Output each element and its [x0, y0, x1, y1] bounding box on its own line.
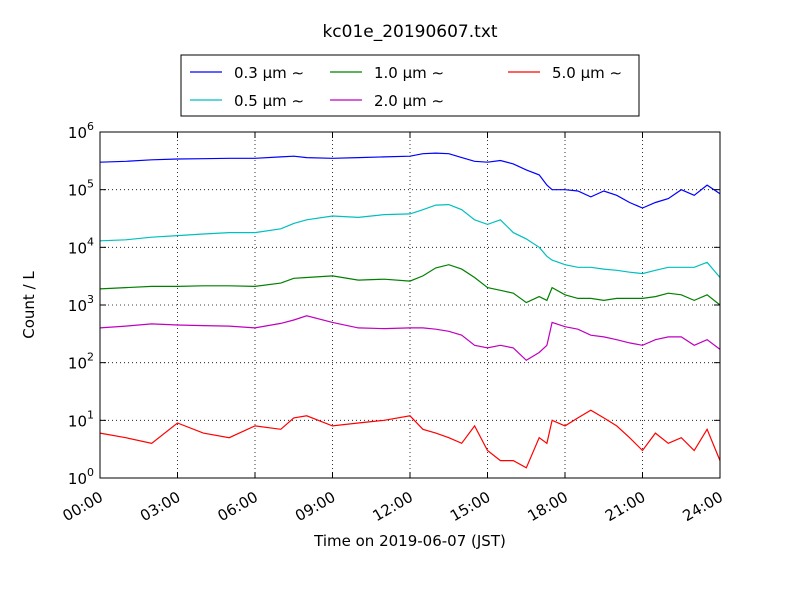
y-axis-label: Count / L [20, 271, 38, 339]
x-tick-label: 00:00 [60, 488, 106, 525]
legend-label-3: 2.0 μm ∼ [374, 92, 444, 110]
legend: 0.3 μm ∼ 0.5 μm ∼ 1.0 μm ∼ 2.0 μm ∼ 5.0 μm ∼ [180, 54, 640, 117]
y-tick-label: 104 [68, 235, 94, 257]
y-axis-ticks: 100 101 102 103 104 105 106 [68, 120, 720, 488]
series-line-3 [99, 315, 721, 362]
y-tick-label: 103 [68, 293, 94, 315]
x-tick-label: 21:00 [602, 488, 648, 525]
x-tick-label: 09:00 [292, 488, 338, 525]
y-tick-label: 105 [68, 178, 94, 200]
series-line-2 [99, 264, 721, 306]
y-tick-label: 106 [68, 120, 94, 142]
series-lines [99, 152, 721, 469]
series-line-1 [99, 203, 721, 278]
chart-title: kc01e_20190607.txt [322, 22, 497, 42]
x-tick-label: 18:00 [525, 488, 571, 525]
grid [100, 132, 720, 478]
legend-label-2: 1.0 μm ∼ [374, 64, 444, 82]
y-tick-label: 100 [68, 466, 94, 488]
x-axis-label: Time on 2019-06-07 (JST) [313, 532, 506, 550]
x-tick-label: 15:00 [447, 488, 493, 525]
x-tick-label: 12:00 [370, 488, 416, 525]
legend-label-4: 5.0 μm ∼ [552, 64, 622, 82]
x-tick-label: 03:00 [137, 488, 183, 525]
x-tick-label: 06:00 [215, 488, 261, 525]
legend-label-0: 0.3 μm ∼ [234, 64, 304, 82]
series-line-0 [99, 152, 721, 209]
legend-frame [180, 54, 640, 117]
y-tick-label: 102 [68, 351, 94, 373]
y-tick-label: 101 [68, 408, 94, 430]
x-tick-label: 24:00 [680, 488, 726, 525]
legend-label-1: 0.5 μm ∼ [234, 92, 304, 110]
series-line-4 [99, 409, 721, 469]
